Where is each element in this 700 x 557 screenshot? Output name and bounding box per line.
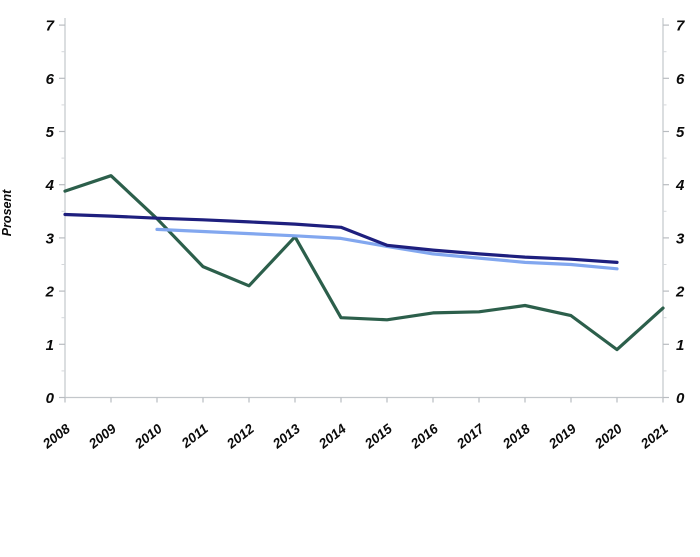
y-tick-label-left: 3 — [46, 230, 55, 247]
x-tick-label: 2020 — [591, 421, 625, 452]
y-tick-label-right: 1 — [676, 337, 684, 354]
line-chart: Prosent 0 0 1 1 2 2 3 3 4 4 5 5 6 6 7 7 2008 2009 2010 2011… — [0, 18, 685, 452]
y-tick-label-right: 4 — [675, 177, 685, 194]
y-tick-label-right: 3 — [676, 230, 685, 247]
series-line-0 — [63, 212, 619, 264]
series-line-1 — [155, 227, 619, 271]
y-tick-label-left: 1 — [46, 337, 54, 354]
chart-legend: Garantert rente, livsforsikringsforetak … — [0, 496, 700, 557]
x-tick-label: 2014 — [315, 421, 349, 452]
x-tick-label: 2009 — [85, 421, 119, 452]
y-tick-label-left: 5 — [46, 124, 55, 141]
y-tick-label-left: 7 — [46, 18, 55, 35]
x-tick-label: 2019 — [545, 421, 579, 452]
y-tick-label-right: 5 — [676, 124, 685, 141]
x-tick-label: 2010 — [131, 421, 165, 452]
x-tick-label: 2015 — [361, 421, 395, 452]
y-tick-label-right: 6 — [676, 71, 685, 88]
x-tick-label: 2016 — [407, 421, 441, 452]
y-tick-label-left: 0 — [46, 390, 55, 407]
y-axis-title: Prosent — [0, 189, 14, 236]
x-tick-label: 2013 — [269, 421, 303, 452]
y-tick-label-right: 7 — [676, 18, 685, 35]
x-tick-label: 2017 — [453, 420, 488, 452]
x-tick-label: 2012 — [223, 421, 257, 452]
y-tick-label-right: 2 — [675, 284, 685, 301]
y-tick-label-left: 2 — [45, 284, 55, 301]
series-line-2 — [63, 174, 665, 352]
y-tick-label-left: 4 — [45, 177, 55, 194]
x-tick-label: 2018 — [499, 421, 533, 452]
x-tick-label: 2008 — [39, 421, 73, 452]
x-tick-label: 2021 — [637, 421, 671, 452]
x-tick-label: 2011 — [178, 421, 211, 451]
y-tick-label-left: 6 — [46, 71, 55, 88]
y-tick-label-right: 0 — [676, 390, 685, 407]
